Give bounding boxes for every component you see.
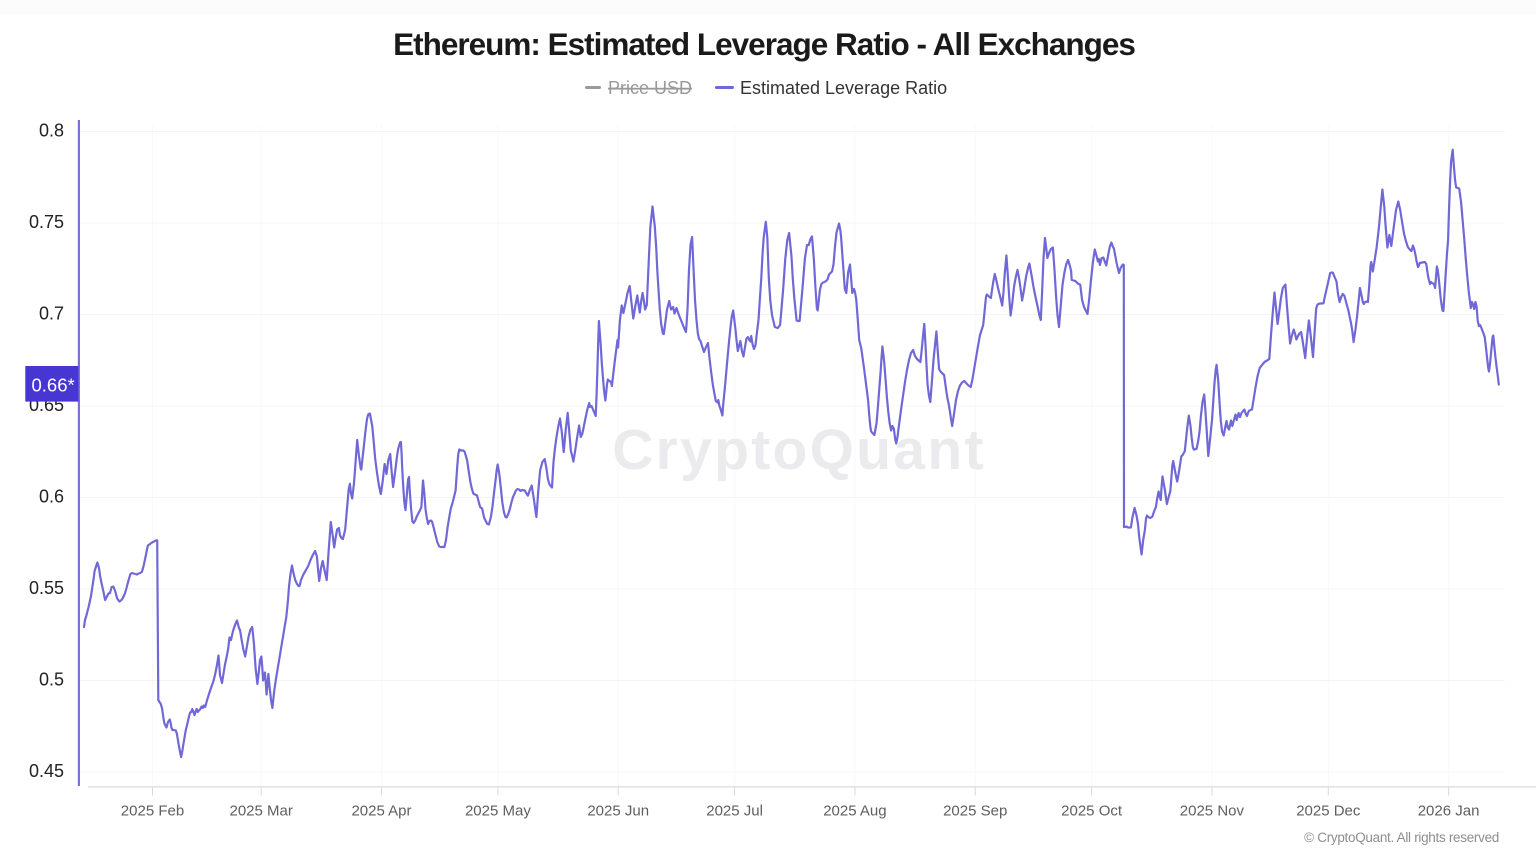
svg-text:2025 Oct: 2025 Oct: [1061, 803, 1123, 820]
svg-text:0.7: 0.7: [39, 303, 64, 323]
svg-text:2025 Feb: 2025 Feb: [121, 803, 184, 820]
svg-text:2025 Nov: 2025 Nov: [1180, 803, 1245, 820]
svg-text:2025 Dec: 2025 Dec: [1296, 803, 1361, 820]
svg-text:0.45: 0.45: [29, 761, 64, 781]
svg-text:0.75: 0.75: [29, 212, 64, 232]
svg-text:© CryptoQuant. All rights rese: © CryptoQuant. All rights reserved: [1304, 830, 1499, 845]
svg-text:Estimated Leverage Ratio: Estimated Leverage Ratio: [740, 78, 947, 98]
svg-text:CryptoQuant: CryptoQuant: [612, 418, 986, 482]
svg-text:0.6: 0.6: [39, 486, 64, 506]
svg-text:0.66*: 0.66*: [32, 375, 75, 396]
svg-text:Price USD: Price USD: [608, 78, 692, 98]
svg-text:2025 Sep: 2025 Sep: [943, 803, 1007, 820]
svg-text:2025 Aug: 2025 Aug: [823, 803, 886, 820]
svg-text:2025 Apr: 2025 Apr: [351, 803, 411, 820]
svg-text:2025 May: 2025 May: [465, 803, 531, 820]
svg-text:2025 Jul: 2025 Jul: [706, 803, 763, 820]
svg-text:0.5: 0.5: [39, 669, 64, 689]
svg-text:0.8: 0.8: [39, 120, 64, 140]
svg-text:2026 Jan: 2026 Jan: [1418, 803, 1480, 820]
svg-text:2025 Jun: 2025 Jun: [587, 803, 649, 820]
svg-text:Ethereum: Estimated Leverage R: Ethereum: Estimated Leverage Ratio - All…: [393, 26, 1135, 62]
svg-text:2025 Mar: 2025 Mar: [230, 803, 293, 820]
svg-text:0.55: 0.55: [29, 578, 64, 598]
